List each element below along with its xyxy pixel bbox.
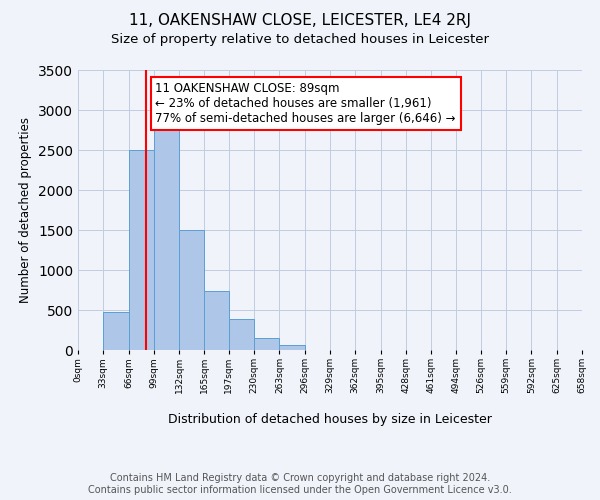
Y-axis label: Number of detached properties: Number of detached properties (19, 117, 32, 303)
Bar (103, 312, 128, 350)
Text: Contains HM Land Registry data © Crown copyright and database right 2024.
Contai: Contains HM Land Registry data © Crown c… (88, 474, 512, 495)
Bar (280, 345, 305, 350)
Text: Size of property relative to detached houses in Leicester: Size of property relative to detached ho… (111, 32, 489, 46)
Text: 11, OAKENSHAW CLOSE, LEICESTER, LE4 2RJ: 11, OAKENSHAW CLOSE, LEICESTER, LE4 2RJ (129, 12, 471, 28)
Text: Distribution of detached houses by size in Leicester: Distribution of detached houses by size … (168, 412, 492, 426)
Bar (179, 230, 205, 350)
Bar (128, 150, 154, 350)
Bar (229, 319, 254, 350)
Bar (205, 291, 229, 350)
Text: 11 OAKENSHAW CLOSE: 89sqm
← 23% of detached houses are smaller (1,961)
77% of se: 11 OAKENSHAW CLOSE: 89sqm ← 23% of detac… (155, 82, 456, 125)
Bar (154, 124, 179, 350)
Bar (254, 338, 280, 350)
